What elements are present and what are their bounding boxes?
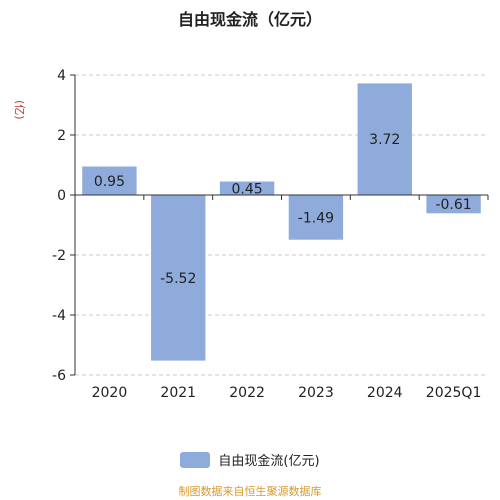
y-tick-label: -2: [52, 248, 66, 264]
data-label: 0.45: [231, 181, 262, 197]
data-label: -0.61: [435, 197, 471, 213]
y-tick-label: -6: [52, 368, 66, 384]
x-tick-label: 2022: [229, 385, 265, 401]
bar: [288, 195, 344, 240]
y-tick-label: 4: [57, 68, 66, 84]
bar: [151, 195, 206, 361]
data-label: -1.49: [298, 210, 334, 226]
bar: [357, 83, 412, 195]
bar: [82, 166, 137, 195]
x-tick-label: 2020: [92, 385, 128, 401]
bar: [426, 195, 481, 214]
legend-label: 自由现金流(亿元): [218, 454, 320, 469]
y-tick-label: 0: [57, 188, 66, 204]
data-label: 3.72: [369, 132, 400, 148]
data-label: 0.95: [94, 174, 125, 190]
chart-title: 自由现金流（亿元）: [177, 10, 322, 29]
bar: [219, 181, 275, 195]
x-tick-label: 2023: [298, 385, 334, 401]
data-label: -5.52: [160, 271, 196, 287]
legend-swatch: [180, 451, 211, 468]
legend: 自由现金流(亿元): [0, 450, 500, 469]
source-note: 制图数据来自恒生聚源数据库: [178, 485, 322, 498]
x-tick-label: 2024: [367, 385, 403, 401]
x-tick-label: 2025Q1: [426, 385, 482, 401]
y-tick-label: 2: [57, 128, 66, 144]
x-tick-label: 2021: [160, 385, 196, 401]
y-tick-label: -4: [52, 308, 66, 324]
